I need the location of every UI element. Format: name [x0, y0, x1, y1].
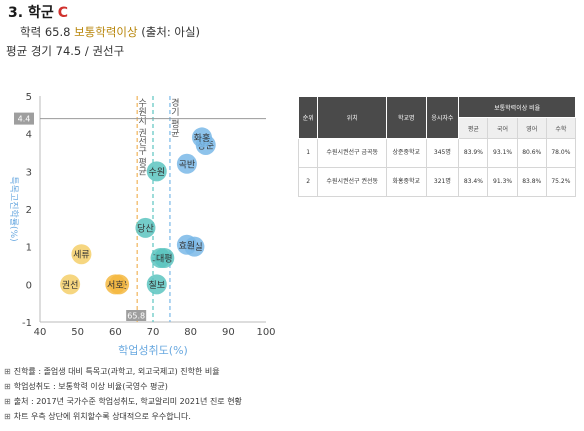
header-location: 위치	[317, 96, 387, 139]
achievement-label: 보통학력이상	[74, 25, 138, 39]
cell-korean: 91.3%	[487, 167, 518, 197]
scatter-point	[176, 234, 197, 255]
grade-badge: C	[57, 5, 68, 21]
scatter-point	[154, 247, 175, 268]
ref-badge	[126, 310, 147, 321]
cell-location: 수원시권선구 권선동	[317, 167, 387, 197]
school-table: 순위 위치 학교명 응시자수 보통학력이상 비율 평균 국어 영어 수학 1 수…	[297, 96, 577, 197]
y-tick-label: -1	[22, 318, 32, 329]
achievement-summary: 학력 65.8 보통학력이상 (출처: 아실)	[20, 24, 200, 40]
point-label: 효원	[179, 240, 196, 251]
cell-avg: 83.4%	[458, 167, 489, 197]
achievement-rate: 학력 65.8	[20, 25, 71, 39]
point-label: 대평	[156, 253, 173, 264]
y-tick-label: 4	[26, 130, 32, 141]
achievement-source: (출처: 아실)	[141, 25, 201, 39]
cell-location: 수원시권선구 금곡동	[317, 138, 387, 168]
scatter-point	[60, 274, 81, 295]
point-label: 곡반	[179, 159, 196, 170]
cell-rank: 2	[297, 167, 319, 197]
cell-avg: 83.9%	[458, 138, 489, 168]
subheader-english: 영어	[516, 117, 547, 139]
y-tick-label: 5	[26, 92, 32, 103]
ref-badge	[14, 112, 34, 125]
x-tick-label: 90	[222, 327, 235, 338]
header-school: 학교명	[386, 96, 427, 139]
header-rank: 순위	[297, 96, 319, 139]
x-tick-label: 50	[71, 327, 84, 338]
x-tick-label: 60	[109, 327, 122, 338]
scatter-chart: 40 50 60 70 80 90 100 -1 0 1 2 3 4 5 학업성취도(%) 특목고진학률(%)…	[8, 92, 276, 357]
section-title: 3. 학군	[8, 5, 54, 21]
point-label: 당산	[137, 223, 154, 234]
x-tick-label: 40	[34, 327, 47, 338]
footnote: ⊞ 진학률 : 졸업생 대비 특목고(과학고, 외고국제고) 진학한 비율	[4, 367, 220, 376]
x-tick-label: 100	[256, 327, 275, 338]
cell-korean: 93.1%	[487, 138, 518, 168]
subheader-math: 수학	[545, 117, 577, 139]
footnote: ⊞ 출처 : 2017년 국가수준 학업성취도, 학교알리미 2021년 진로 현…	[4, 397, 242, 406]
cell-math: 75.2%	[545, 167, 577, 197]
point-label: 서호	[107, 280, 124, 291]
point-label: 수원	[148, 167, 165, 178]
scatter-point	[191, 127, 212, 148]
scatter-point	[71, 244, 92, 265]
header-rate: 보통학력이상 비율	[458, 96, 576, 118]
cell-rank: 1	[297, 138, 319, 168]
competition-summary: 평균 경기 74.5 / 권선구	[6, 44, 125, 58]
scatter-point	[135, 217, 156, 238]
cell-school: 상준중학교	[386, 138, 427, 168]
table-row: 2 수원시권선구 권선동 화홍중학교 321명 83.4% 91.3% 83.8…	[297, 167, 577, 197]
cell-math: 78.0%	[545, 138, 577, 168]
x-tick-label: 70	[147, 327, 160, 338]
scatter-point	[146, 161, 167, 182]
footnote: ⊞ 차트 우측 상단에 위치할수록 상대적으로 우수합니다.	[4, 412, 191, 421]
y-tick-label: 3	[26, 167, 32, 178]
subheader-korean: 국어	[487, 117, 518, 139]
x-axis-title: 학업성취도(%)	[118, 344, 188, 357]
point-label: 칠보	[148, 280, 165, 291]
ref-badge-label: 65.8	[127, 312, 145, 321]
chart-axes: 40 50 60 70 80 90 100 -1 0 1 2 3 4 5 학업성취도(%) 특목고진학률(%)	[8, 92, 276, 357]
footnote: ⊞ 학업성취도 : 보통학력 이상 비율(국영수 평균)	[4, 382, 168, 391]
scatter-point	[105, 274, 126, 295]
y-tick-label: 2	[26, 205, 32, 216]
y-tick-label: 0	[26, 280, 32, 291]
ref-line-label: 경기 평균	[169, 97, 179, 137]
point-label: 세류	[73, 250, 90, 261]
footnotes: ⊞ 진학률 : 졸업생 대비 특목고(과학고, 외고국제고) 진학한 비율 ⊞ 학업…	[4, 364, 242, 424]
cell-english: 80.6%	[516, 138, 547, 168]
y-tick-label: 1	[26, 243, 32, 254]
ref-line-label: 수원시 권선구 평균	[136, 98, 146, 176]
cell-english: 83.8%	[516, 167, 547, 197]
point-label: 권선	[62, 279, 79, 291]
x-tick-label: 80	[184, 327, 197, 338]
scatter-point	[176, 153, 197, 174]
point-label: 화홍	[194, 132, 211, 144]
cell-count: 345명	[425, 138, 460, 168]
cell-school: 화홍중학교	[386, 167, 427, 197]
ref-badge-label: 4.4	[18, 115, 31, 124]
y-axis-title: 특목고진학률(%)	[8, 176, 19, 241]
data-points: 상준화홍곡반수원매실효원당산고색대평칠보세류권선구운서호	[60, 127, 216, 295]
scatter-point	[146, 274, 167, 295]
cell-count: 321명	[425, 167, 460, 197]
subheader-avg: 평균	[458, 117, 489, 139]
section-heading: 3. 학군 C	[8, 2, 68, 22]
table-row: 1 수원시권선구 금곡동 상준중학교 345명 83.9% 93.1% 80.6…	[297, 138, 577, 168]
reference-lines: 수원시 권선구 평균 65.8 경기 평균 4.4	[14, 96, 266, 322]
header-count: 응시자수	[425, 96, 460, 139]
